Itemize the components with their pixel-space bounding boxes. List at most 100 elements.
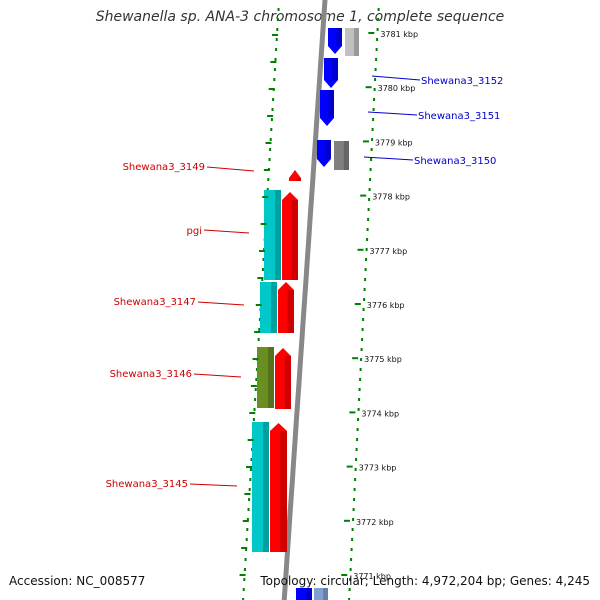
guide-dot — [362, 308, 365, 311]
guide-dot — [261, 278, 264, 281]
minor-tick — [270, 61, 277, 63]
forward-cds-block — [264, 190, 281, 280]
scale-tick — [346, 465, 353, 468]
gene-label-leader — [203, 229, 250, 234]
gene-label-leader — [193, 373, 242, 378]
guide-dot — [261, 268, 264, 271]
guide-dot — [360, 358, 363, 361]
scale-tick — [354, 303, 361, 305]
guide-dot — [377, 18, 380, 21]
guide-dot — [245, 538, 248, 541]
guide-dot — [243, 568, 246, 571]
guide-dot — [349, 578, 352, 581]
minor-tick — [244, 493, 251, 495]
minor-tick — [252, 358, 259, 360]
forward-cds-block — [257, 347, 274, 408]
guide-dot — [248, 498, 251, 501]
scale-layer: 3781 kbp 3780 kbp 3779 kbp 3778 kbp 3777 kbp… — [239, 30, 418, 581]
guide-dot — [366, 238, 369, 241]
forward-gene-arrow-shade — [296, 178, 301, 181]
guide-dot — [352, 508, 355, 511]
gene-label-leader — [367, 111, 418, 116]
guide-dot — [266, 188, 269, 191]
guide-dot — [255, 368, 258, 371]
guide-dot — [350, 558, 353, 561]
guide-dot — [375, 58, 378, 61]
guide-dot — [269, 148, 272, 151]
gene-label: Shewana3_3147 — [114, 297, 196, 308]
features-layer — [252, 28, 359, 600]
reverse-gene-arrow — [324, 58, 338, 88]
minor-tick — [260, 223, 267, 225]
guide-dot — [273, 68, 276, 71]
gene-label: Shewana3_3151 — [418, 111, 500, 122]
gene-label: Shewana3_3152 — [421, 76, 503, 87]
guide-dot — [354, 478, 357, 481]
scale-tick — [357, 248, 364, 251]
scale-tick-label: 3777 kbp — [370, 247, 408, 256]
forward-cds-block-shade — [263, 422, 269, 552]
guide-dot — [348, 598, 351, 600]
guide-dot — [268, 158, 271, 161]
forward-gene-arrow-shade — [280, 431, 287, 552]
scale-tick-label: 3776 kbp — [367, 301, 405, 310]
guide-dot — [351, 528, 354, 531]
minor-tick — [262, 196, 269, 198]
guide-dot — [357, 418, 360, 421]
minor-tick — [257, 277, 264, 279]
scale-tick — [352, 357, 359, 360]
guide-dot — [254, 398, 257, 401]
minor-tick — [254, 331, 261, 333]
guide-dot — [247, 508, 250, 511]
guide-dot — [276, 28, 279, 31]
minor-tick — [265, 142, 272, 144]
reverse-gene-arrow-shade — [332, 58, 338, 80]
guide-dot — [362, 318, 365, 321]
guide-dot — [271, 108, 274, 111]
scale-tick — [343, 519, 350, 522]
guide-dot — [371, 138, 374, 141]
reverse-gene-arrow — [328, 28, 342, 54]
guide-dot — [354, 468, 357, 471]
minor-tick — [271, 34, 278, 36]
gene-label: Shewana3_3146 — [110, 369, 192, 380]
accession-text: Accession: NC_008577 — [9, 574, 146, 588]
reverse-cds-block — [334, 141, 349, 170]
guide-dot — [372, 108, 375, 111]
guide-dot — [257, 338, 260, 341]
guide-dot — [353, 488, 356, 491]
guide-dot — [356, 428, 359, 431]
gene-label-leader — [189, 483, 238, 487]
guide-dot — [370, 158, 373, 161]
guide-dot — [364, 268, 367, 271]
guide-dot — [352, 518, 355, 521]
guide-dot — [376, 28, 379, 31]
minor-tick — [241, 547, 248, 549]
guide-dot — [276, 18, 279, 21]
guide-dot — [275, 38, 278, 41]
guide-dot — [252, 418, 255, 421]
guide-dot — [258, 318, 261, 321]
minor-tick — [246, 466, 253, 468]
guide-dot — [367, 208, 370, 211]
guide-dot — [249, 478, 252, 481]
guide-dot — [258, 328, 261, 331]
guide-dot — [363, 288, 366, 291]
guide-dot — [372, 118, 375, 121]
forward-cds-block-shade — [275, 190, 281, 280]
guide-dot — [273, 78, 276, 81]
guide-dot — [375, 48, 378, 51]
guide-dot — [248, 488, 251, 491]
guide-dot — [253, 408, 256, 411]
guide-dot — [355, 458, 358, 461]
minor-tick — [255, 304, 262, 306]
guide-dot — [359, 368, 362, 371]
guide-dot — [350, 548, 353, 551]
guide-dot — [355, 448, 358, 451]
gene-label: Shewana3_3145 — [106, 479, 188, 490]
guide-dot — [368, 198, 371, 201]
guide-dot — [364, 278, 367, 281]
guide-dot — [267, 178, 270, 181]
guide-dot — [376, 38, 379, 41]
guide-dot — [277, 8, 280, 11]
